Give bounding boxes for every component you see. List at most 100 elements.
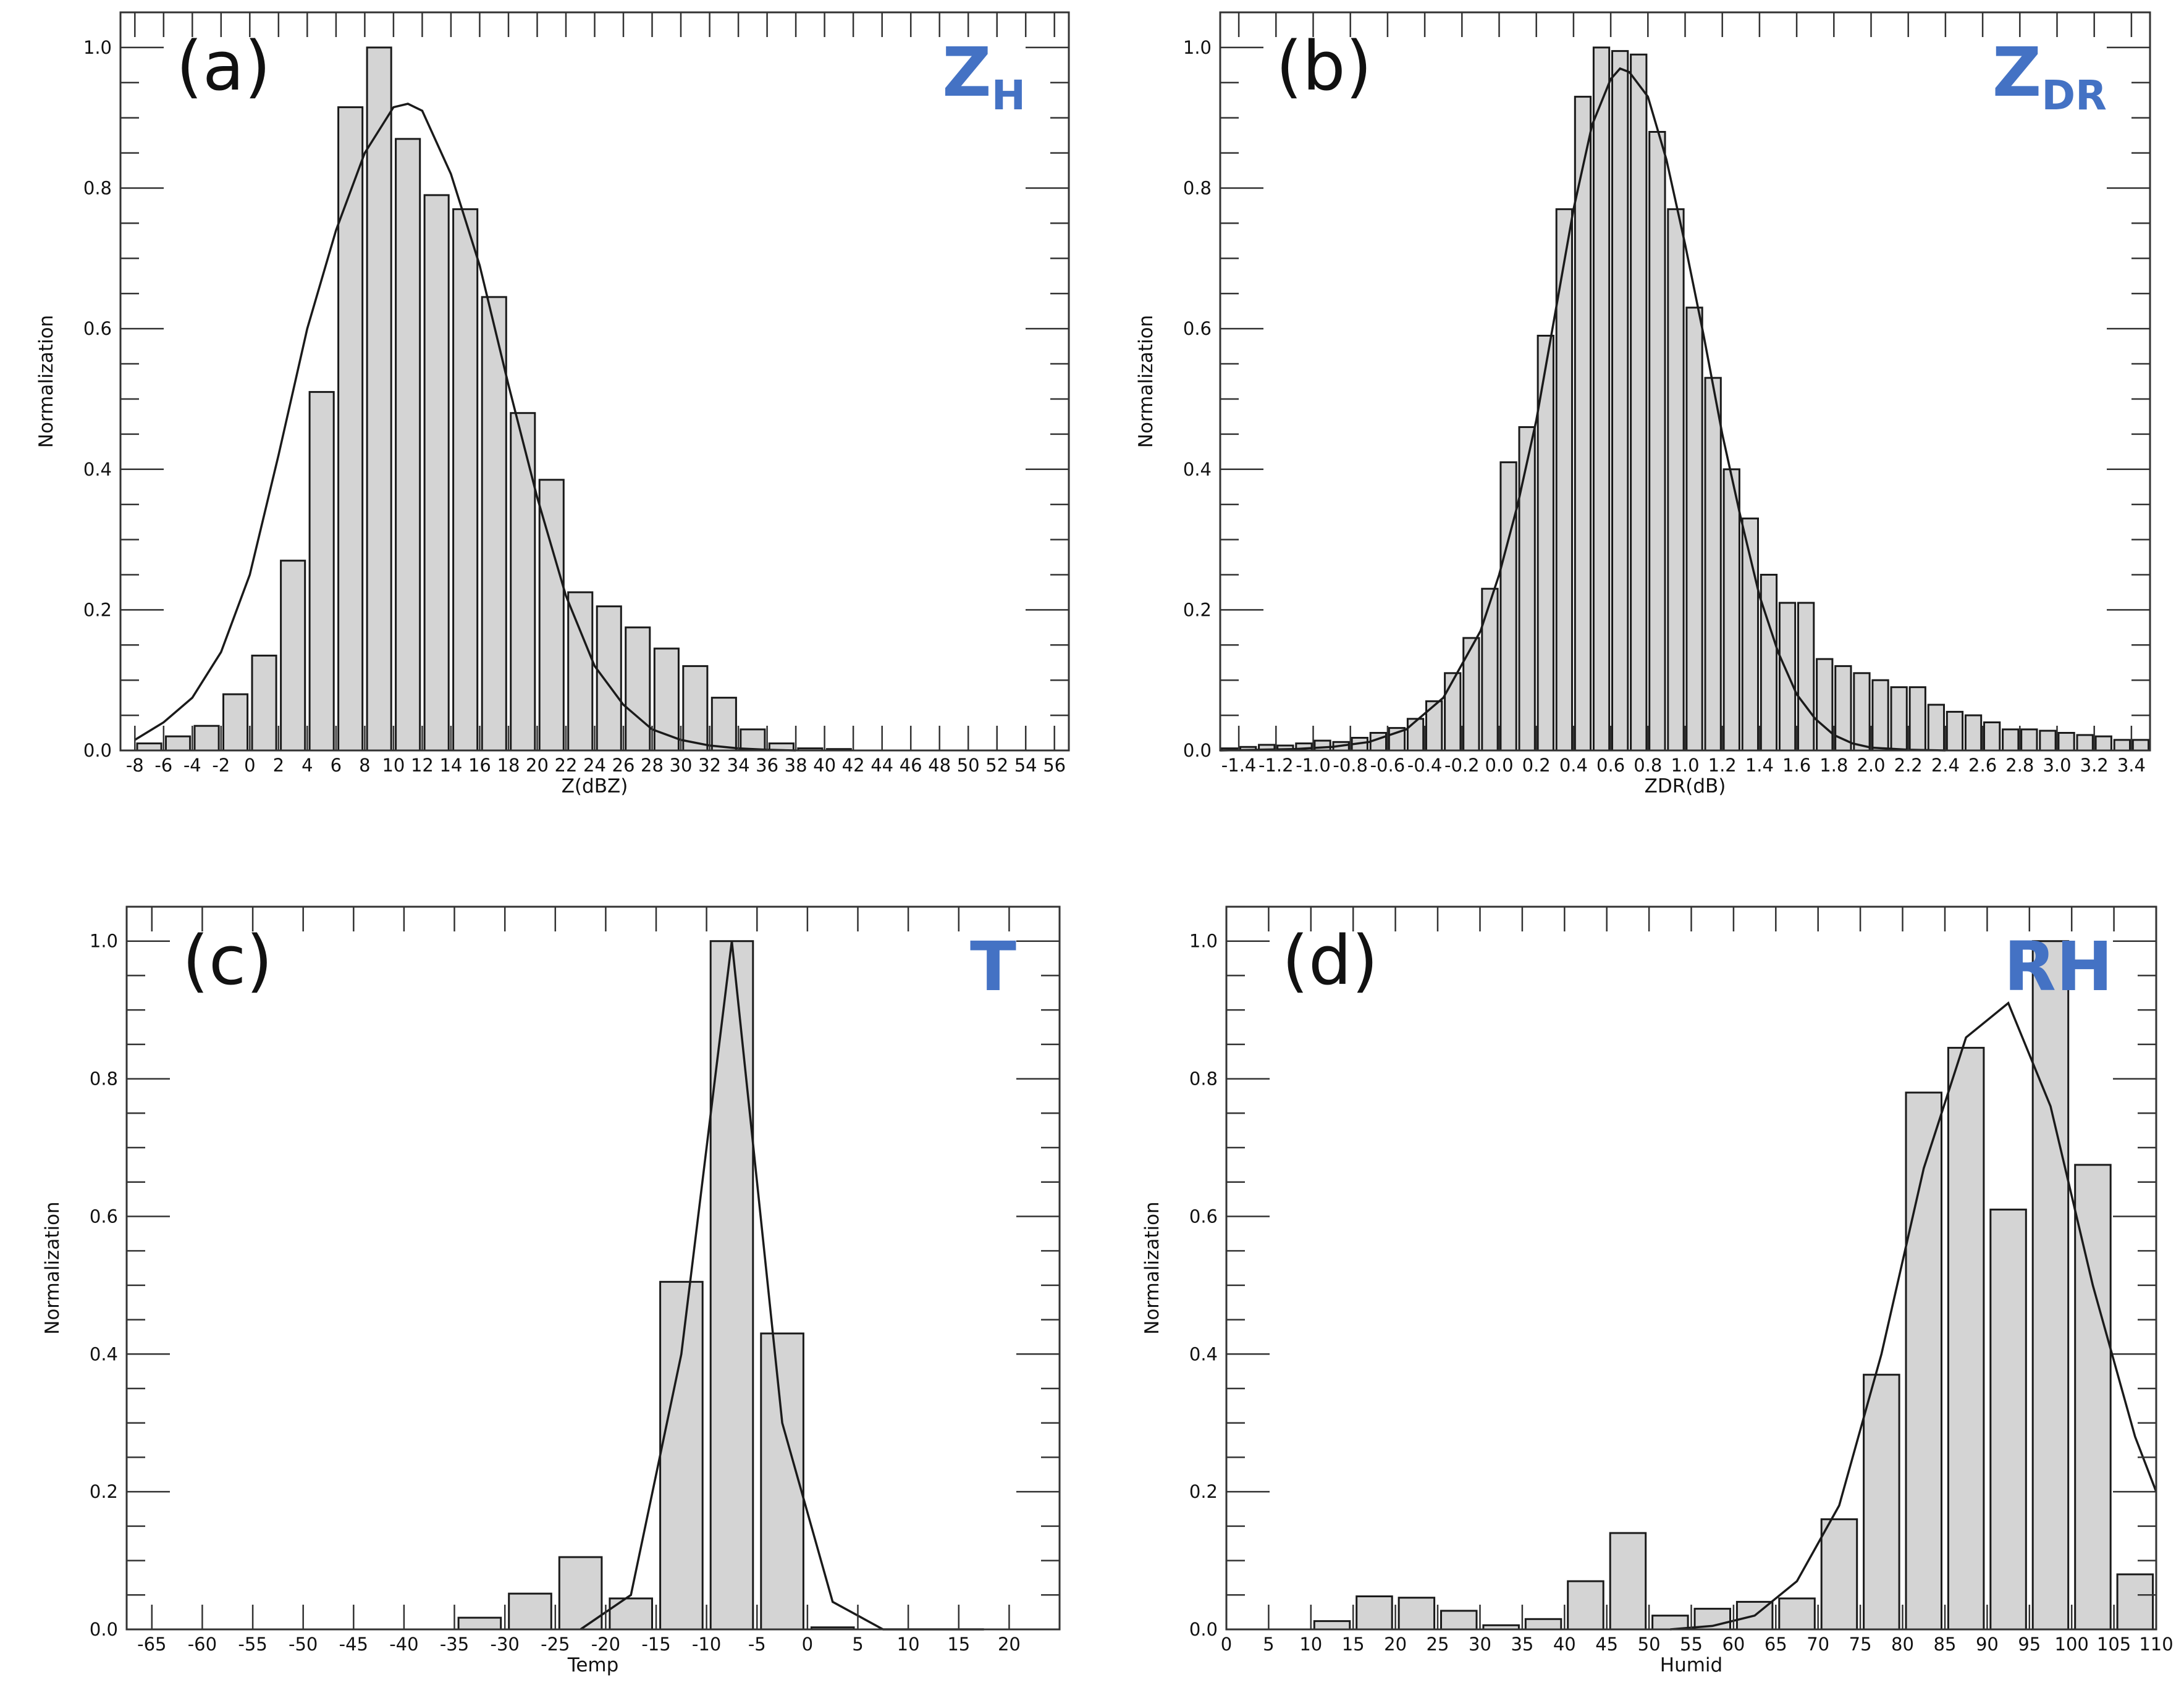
- bar: [596, 605, 622, 752]
- bar: [1462, 637, 1480, 752]
- bar: [1816, 658, 1834, 752]
- x-tick-label: 45: [1595, 1634, 1618, 1655]
- x-tick-label: 44: [871, 755, 893, 776]
- x-tick-label: 2.4: [1931, 755, 1960, 776]
- y-tick-label: 0.4: [83, 459, 112, 480]
- x-tick-label: -65: [137, 1634, 166, 1655]
- x-tick-label: -8: [126, 755, 144, 776]
- bar: [1871, 679, 1889, 752]
- bar: [1440, 1610, 1478, 1631]
- bar: [1611, 50, 1629, 752]
- bar: [710, 697, 737, 752]
- x-tick-label: 28: [641, 755, 664, 776]
- bar: [2031, 940, 2070, 1631]
- x-tick-label: -10: [692, 1634, 721, 1655]
- bar: [1356, 1595, 1393, 1631]
- y-tick-label: 0.8: [90, 1069, 118, 1090]
- bar: [1890, 686, 1908, 752]
- bar: [337, 106, 364, 752]
- y-tick-label: 0.2: [90, 1481, 118, 1502]
- bar: [1820, 1518, 1858, 1631]
- x-tick-label: -40: [389, 1634, 418, 1655]
- x-tick-label: 0.2: [1522, 755, 1551, 776]
- x-tick-label: 2.2: [1894, 755, 1923, 776]
- fit-curve: [1220, 67, 1946, 752]
- y-tick-label: 0.6: [83, 318, 112, 339]
- bar: [1667, 208, 1685, 752]
- bar: [2113, 739, 2131, 752]
- x-tick-label: 25: [1427, 1634, 1449, 1655]
- x-tick-label: 22: [555, 755, 578, 776]
- x-tick-label: 0: [1221, 1634, 1232, 1655]
- x-tick-label: 85: [1934, 1634, 1957, 1655]
- bar: [136, 742, 162, 752]
- bar: [1444, 672, 1462, 752]
- x-tick-label: -20: [591, 1634, 620, 1655]
- bar: [625, 626, 651, 752]
- x-tick-label: 6: [331, 755, 342, 776]
- variable-label-subscript: DR: [2041, 72, 2107, 119]
- x-tick-label: 3.4: [2117, 755, 2146, 776]
- x-tick-label: 46: [900, 755, 922, 776]
- x-tick-label: 2.8: [2005, 755, 2034, 776]
- bar: [2039, 729, 2057, 752]
- x-tick-label: 110: [2139, 1634, 2173, 1655]
- x-tick-label: 20: [998, 1634, 1021, 1655]
- x-tick-label: -15: [641, 1634, 670, 1655]
- bar: [1685, 306, 1703, 752]
- bar: [280, 560, 306, 752]
- x-tick-label: 1.4: [1745, 755, 1774, 776]
- y-tick-label: 0.0: [1183, 740, 1212, 761]
- y-tick-label: 0.8: [83, 178, 112, 199]
- x-tick-label: 0: [244, 755, 255, 776]
- panel-label: (b): [1276, 27, 1372, 106]
- bar: [2074, 1164, 2112, 1631]
- bar: [653, 647, 680, 752]
- x-tick-label: 36: [756, 755, 778, 776]
- x-axis-label: ZDR(dB): [1645, 775, 1726, 797]
- x-tick-label: -2: [212, 755, 230, 776]
- plot-frame: [125, 905, 1061, 1631]
- variable-label: T: [970, 927, 1016, 1006]
- x-tick-label: 48: [928, 755, 951, 776]
- y-tick-label: 0.6: [90, 1206, 118, 1227]
- x-tick-label: 20: [526, 755, 549, 776]
- x-tick-label: 54: [1014, 755, 1037, 776]
- bar: [1964, 714, 1983, 752]
- bar: [1398, 1597, 1436, 1631]
- x-tick-label: -0.8: [1333, 755, 1368, 776]
- x-tick-label: -25: [541, 1634, 570, 1655]
- bar: [609, 1597, 654, 1631]
- bar: [1946, 710, 1964, 752]
- panel-b: 0.00.20.40.60.81.0-1.4 -1.2 -1.0 -0.8 -0.6 -0…: [1135, 11, 2151, 797]
- bar: [2076, 734, 2094, 752]
- x-tick-label: 10: [1299, 1634, 1322, 1655]
- x-tick-label: 2.0: [1857, 755, 1885, 776]
- x-tick-label: 15: [1342, 1634, 1365, 1655]
- y-tick-label: 0.2: [83, 599, 112, 620]
- panel-label: (d): [1282, 921, 1378, 1000]
- x-tick-label: 95: [2018, 1634, 2041, 1655]
- x-tick-label: -50: [289, 1634, 318, 1655]
- bar: [1648, 131, 1666, 752]
- panel-c: 0.00.20.40.60.81.0-65 -60 -55 -50 -45 -40 -35-…: [41, 905, 1061, 1676]
- x-tick-label: 70: [1807, 1634, 1829, 1655]
- bar: [1778, 1597, 1816, 1631]
- x-tick-label: 0.4: [1559, 755, 1588, 776]
- x-tick-label: 1.2: [1708, 755, 1737, 776]
- panel-label: (a): [176, 27, 271, 106]
- x-tick-label: -0.6: [1370, 755, 1406, 776]
- y-tick-label: 0.6: [1189, 1206, 1218, 1227]
- x-tick-label: 2.6: [1968, 755, 1997, 776]
- bar: [2002, 728, 2020, 752]
- bar: [481, 296, 507, 752]
- variable-label-subscript: H: [992, 72, 1026, 119]
- x-tick-label: -30: [491, 1634, 520, 1655]
- bar: [1592, 46, 1611, 752]
- x-axis-label: Z(dBZ): [562, 775, 628, 797]
- bar: [567, 591, 594, 752]
- bar: [1797, 602, 1815, 752]
- x-tick-label: 3.0: [2043, 755, 2071, 776]
- x-tick-label: -1.2: [1259, 755, 1294, 776]
- bar: [709, 940, 754, 1631]
